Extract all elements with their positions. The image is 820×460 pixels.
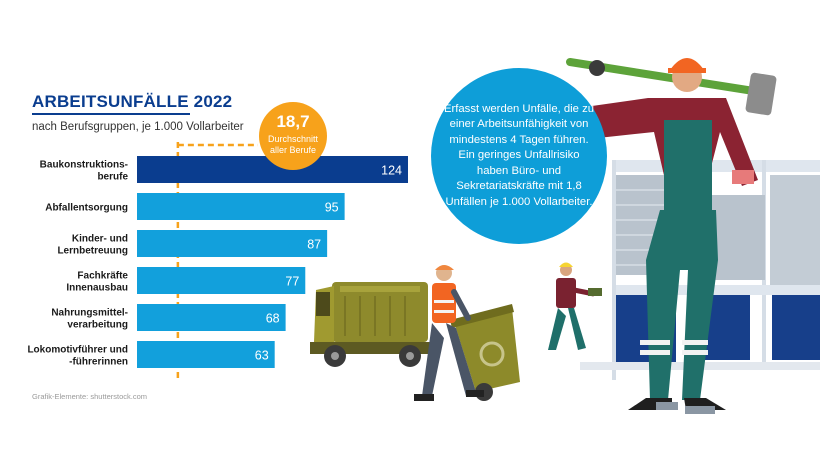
construction-worker-illustration [566,58,777,414]
title-underline [32,113,190,115]
garbage-truck-illustration [310,282,440,367]
bar-chart: 124 Baukonstruktions-berufe 95 Abfallentsor… [27,142,408,382]
value-label-1: 124 [381,164,402,178]
average-value: 18,7 [276,112,310,131]
category-label-4: Fachkräfte Innenausbau [66,271,128,294]
bar-2 [137,193,345,220]
value-label-3: 87 [307,238,321,252]
chart-title: ARBEITSUNFÄLLE 2022 [32,92,233,111]
bar-3 [137,230,328,257]
average-label: Durchschnitt aller Berufe [259,134,327,156]
average-badge: 18,7 Durchschnitt aller Berufe [259,102,327,170]
category-label-1: Baukonstruktions-berufe [40,160,129,183]
value-label-6: 63 [255,349,269,363]
value-label-4: 77 [285,275,299,289]
image-credit: Grafik-Elemente: shutterstock.com [32,392,148,401]
value-label-2: 95 [325,201,339,215]
bar-5 [137,304,286,331]
bar-4 [137,267,306,294]
average-label-line1: Durchschnitt [267,134,319,144]
bar-6 [137,341,275,368]
category-label-3: Kinder- und Lernbetreuung [57,234,128,257]
value-label-5: 68 [266,312,280,326]
waste-worker-illustration [414,265,520,401]
average-label-line2: aller Berufe [269,145,317,155]
info-text: Erfasst werden Unfälle, die zu einer Arb… [443,103,595,208]
chart-subtitle: nach Berufsgruppen, je 1.000 Vollarbeite… [32,121,244,133]
info-bubble: Erfasst werden Unfälle, die zu einer Arb… [431,68,607,244]
category-label-5: Nahrungsmittel-verarbeitung [51,308,128,331]
driller-illustration [548,262,602,350]
category-label-6: Lokomotivführer und -führerinnen [27,345,128,368]
category-label-2: Abfallentsorgung [45,203,128,214]
